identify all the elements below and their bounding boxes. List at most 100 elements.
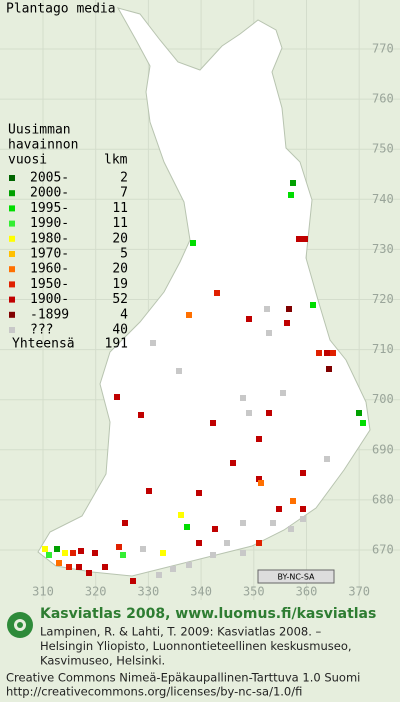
license-badge-text: BY-NC-SA [277,573,315,582]
observation-square [190,240,196,246]
observation-square [256,540,262,546]
legend-swatch [9,220,15,227]
observation-square [300,516,306,522]
citation-line: Lampinen, R. & Lahti, T. 2009: Kasviatla… [40,625,322,639]
legend-heading: vuosi [8,153,47,168]
observation-square [54,546,60,552]
observation-square [210,552,216,558]
observation-square [76,564,82,570]
observation-square [114,394,120,400]
observation-square [356,410,362,416]
observation-square [184,524,190,530]
citation-line: Helsingin Yliopisto, Luonnontieteellinen… [40,639,352,653]
legend-label: 1970- [30,247,69,262]
legend-swatch [9,175,15,181]
legend-swatch [9,296,15,303]
y-grid-label: 680 [372,492,394,506]
legend-count: 11 [112,216,128,231]
map-title: Plantago media [6,2,116,17]
legend-swatch [9,190,15,197]
observation-square [360,420,366,426]
legend-count: 7 [120,186,128,201]
observation-square [310,302,316,308]
observation-square [300,470,306,476]
logo [7,612,33,638]
citation-line: Kasvimuseo, Helsinki. [40,654,165,668]
legend-heading: havainnon [8,138,78,153]
observation-square [212,526,218,532]
observation-square [270,520,276,526]
observation-square [276,506,282,512]
legend-total-label: Yhteensä [12,337,75,352]
observation-square [296,236,302,242]
observation-square [178,512,184,518]
observation-square [120,552,126,558]
observation-square [326,366,332,372]
observation-square [56,560,62,566]
observation-square [324,456,330,462]
legend-count: 40 [112,323,128,338]
observation-square [130,578,136,584]
observation-square [196,540,202,546]
observation-square [140,546,146,552]
legend-label: 2000- [30,186,69,201]
observation-square [186,562,192,568]
observation-square [66,564,72,570]
x-grid-label: 320 [85,585,107,599]
legend-label: 1960- [30,262,69,277]
legend-label: 2005- [30,171,69,186]
legend-label: 1980- [30,231,69,246]
finland-outline [37,7,371,577]
legend-swatch [9,266,15,273]
observation-square [176,368,182,374]
x-grid-label: 330 [138,585,160,599]
observation-square [316,350,322,356]
observation-square [256,436,262,442]
observation-square [86,570,92,576]
legend-label: 1900- [30,292,69,307]
credits-heading: Kasviatlas 2008, www.luomus.fi/kasviatla… [40,606,376,622]
x-grid-label: 310 [32,585,54,599]
legend-count: 19 [112,277,128,292]
y-grid-label: 730 [372,242,394,256]
legend-label: 1950- [30,277,69,292]
license-badge: BY-NC-SA [257,569,335,584]
y-grid-label: 690 [372,442,394,456]
observation-square [156,572,162,578]
observation-square [286,306,292,312]
observation-square [288,526,294,532]
legend-count-heading: lkm [104,153,128,168]
observation-square [240,550,246,556]
legend-swatch [9,205,15,212]
legend-label: 1990- [30,216,69,231]
observation-square [224,540,230,546]
legend-count: 11 [112,201,128,216]
y-grid-label: 750 [372,142,394,156]
observation-square [290,498,296,504]
legend-count: 4 [120,307,128,322]
observation-square [258,480,264,486]
observation-square [78,548,84,554]
observation-square [266,330,272,336]
observation-square [246,410,252,416]
legend-swatch [9,235,15,242]
observation-square [160,550,166,556]
observation-square [116,544,122,550]
y-grid-label: 760 [372,92,394,106]
legend-total: 191 [105,337,128,352]
y-grid-label: 670 [372,543,394,557]
observation-square [280,390,286,396]
credits: Lampinen, R. & Lahti, T. 2009: Kasviatla… [6,625,360,699]
observation-square [46,552,52,558]
observation-square [62,550,68,556]
observation-square [70,550,76,556]
observation-square [266,410,272,416]
legend-swatch [9,281,15,288]
observation-square [214,290,220,296]
observation-square [300,506,306,512]
observation-square [264,306,270,312]
observation-square [138,412,144,418]
x-grid-label: 360 [296,585,318,599]
